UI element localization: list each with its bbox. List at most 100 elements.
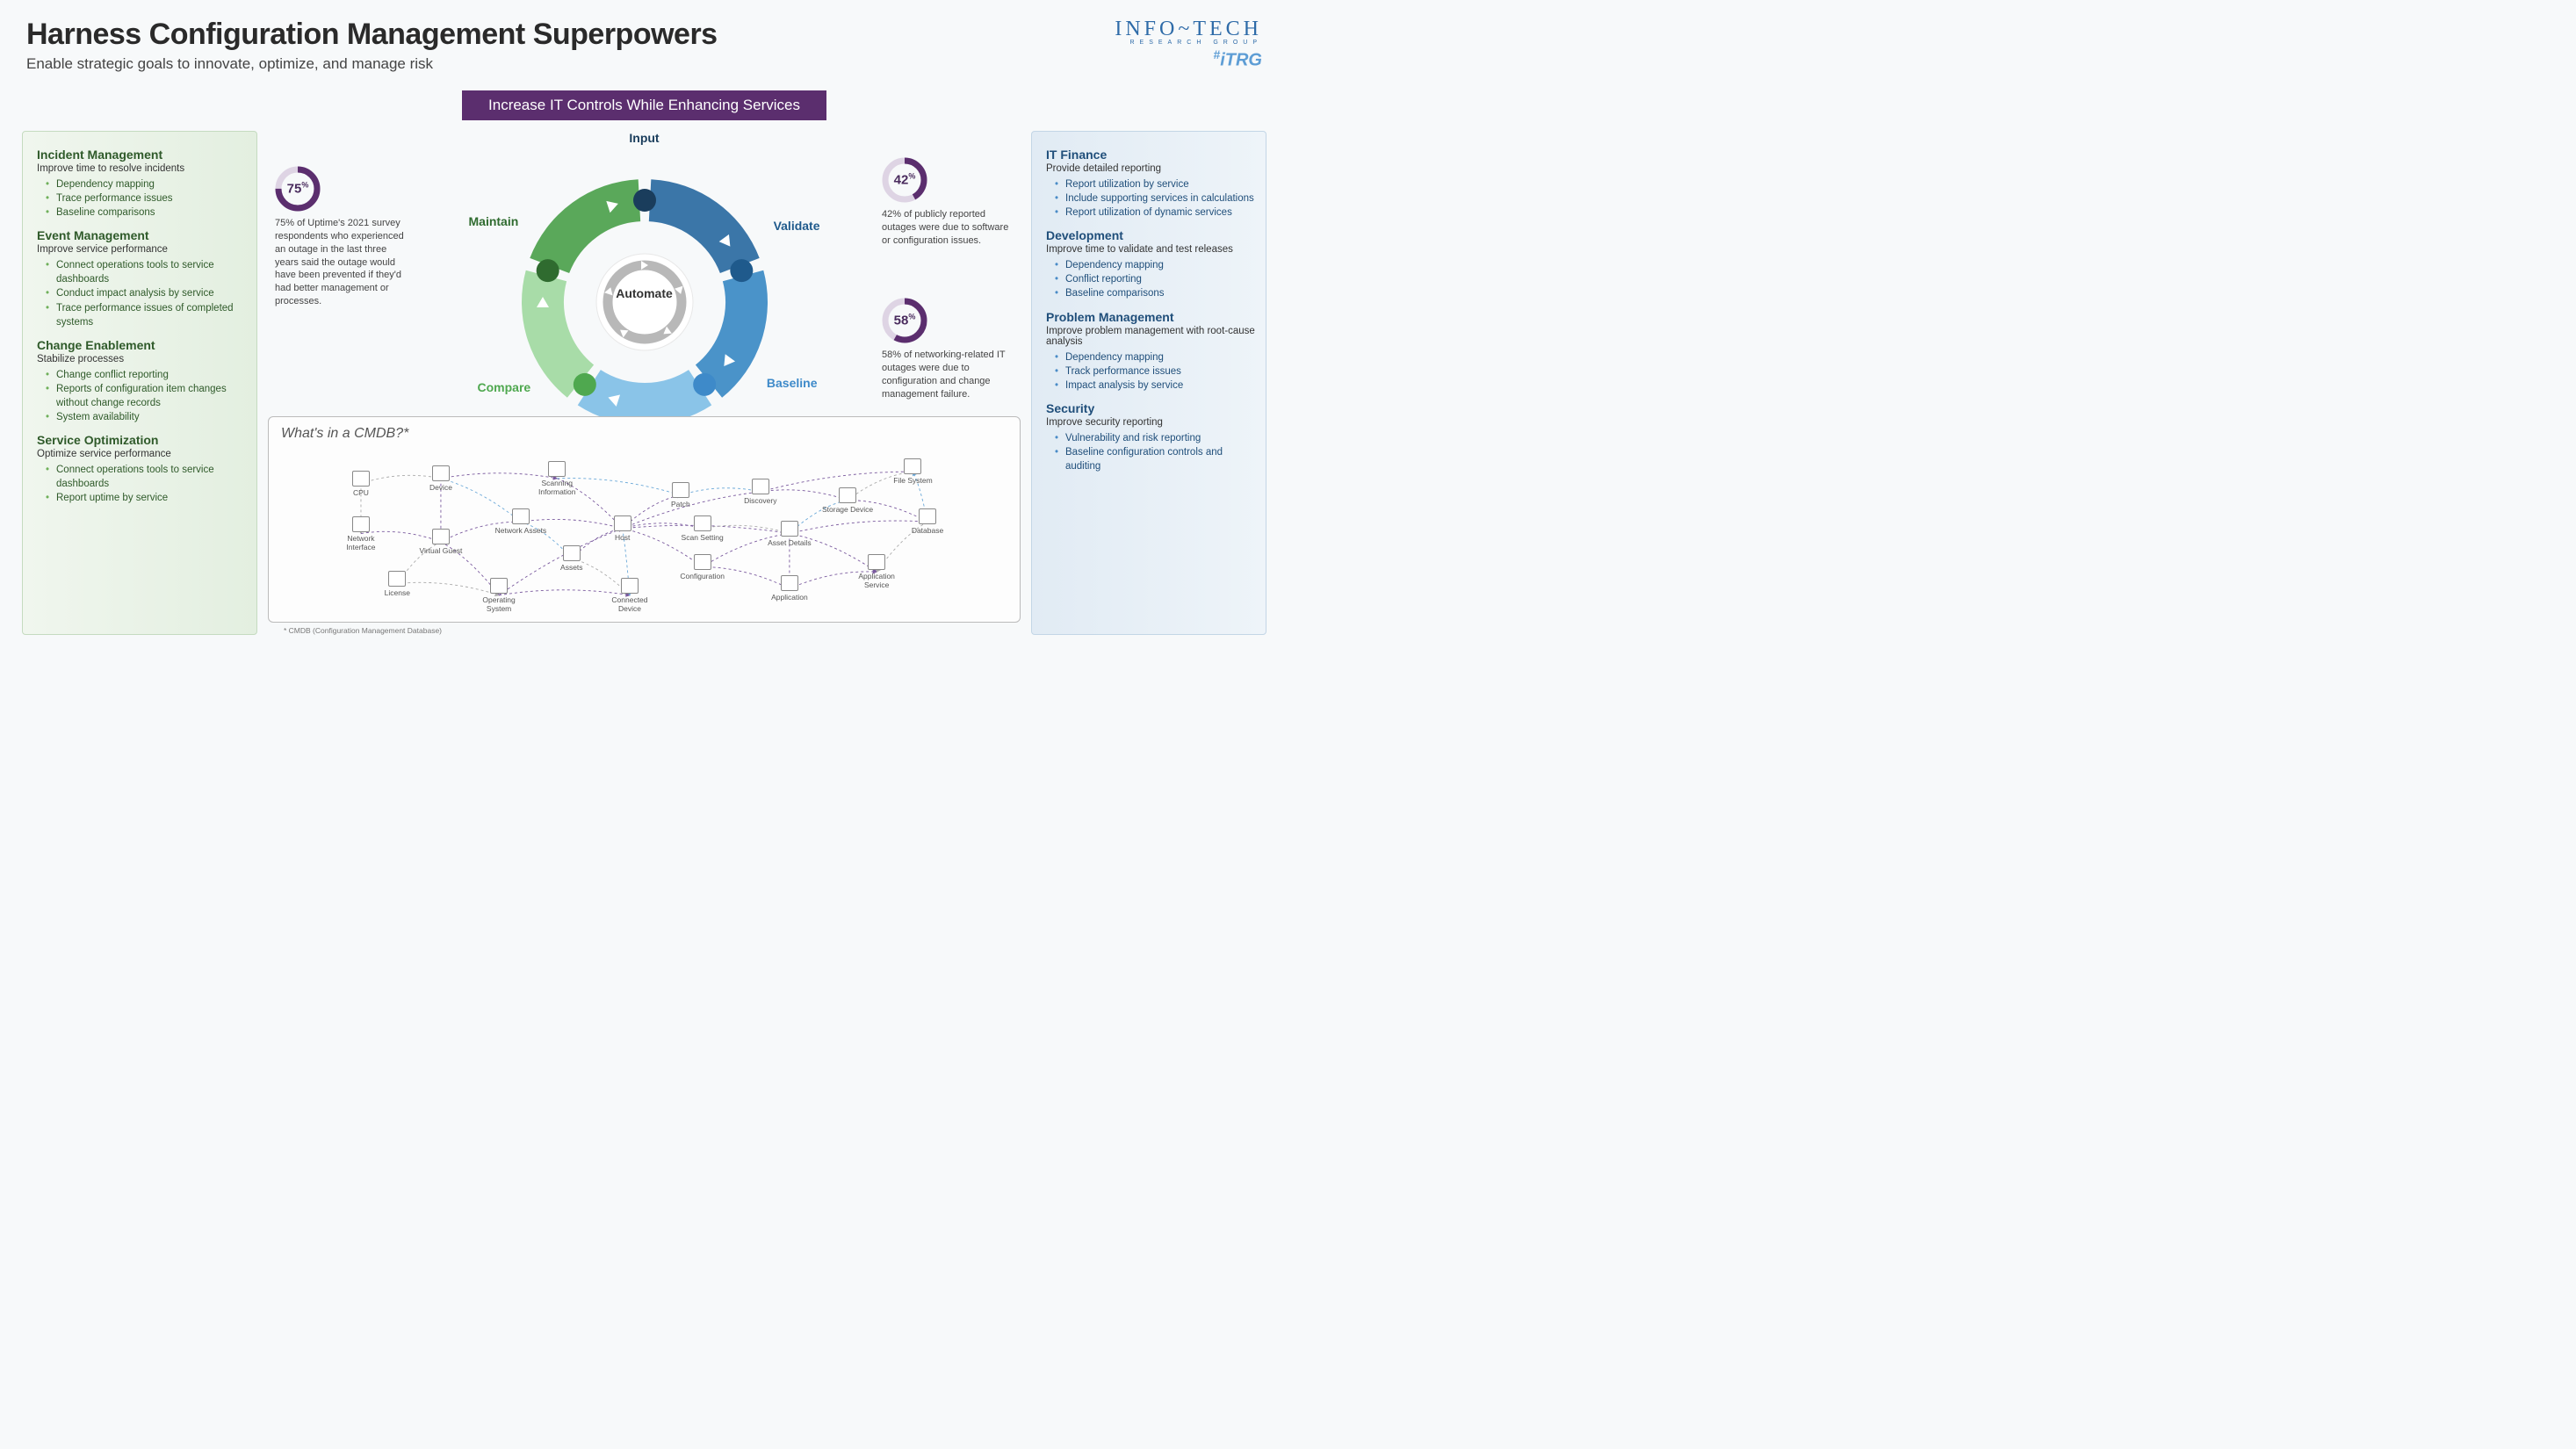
donut-icon: 75%: [275, 166, 321, 212]
node-icon: [352, 471, 370, 487]
section-list: Dependency mappingConflict reportingBase…: [1046, 258, 1257, 300]
list-item: System availability: [46, 410, 248, 424]
cmdb-node: Device: [415, 465, 467, 492]
list-item: Baseline comparisons: [1055, 286, 1257, 300]
cmdb-node: Scan Setting: [676, 515, 729, 542]
section-list: Change conflict reportingReports of conf…: [37, 368, 248, 424]
section-subtitle: Improve time to resolve incidents: [37, 163, 248, 174]
list-item: Baseline comparisons: [46, 205, 248, 220]
stat-text: 75% of Uptime's 2021 survey respondents …: [275, 217, 407, 308]
node-label: Host: [596, 533, 649, 542]
cmdb-node: Storage Device: [821, 487, 874, 514]
section-title: Security: [1046, 401, 1257, 415]
page-subtitle: Enable strategic goals to innovate, opti…: [26, 55, 718, 73]
node-label: Application Service: [850, 572, 903, 589]
section-subtitle: Optimize service performance: [37, 449, 248, 459]
node-label: Database: [901, 526, 954, 535]
logo-block: INFO~TECH RESEARCH GROUP #iTRG: [1115, 18, 1262, 71]
node-icon: [752, 479, 769, 494]
node-label: Network Interface: [335, 534, 387, 551]
section-subtitle: Stabilize processes: [37, 354, 248, 364]
page-title: Harness Configuration Management Superpo…: [26, 18, 718, 52]
cycle-label: Baseline: [767, 376, 818, 390]
cycle-label: Validate: [774, 219, 820, 233]
list-item: Conduct impact analysis by service: [46, 286, 248, 300]
cmdb-node: Database: [901, 508, 954, 535]
node-label: Operating System: [473, 595, 525, 613]
list-item: Report utilization of dynamic services: [1055, 205, 1257, 220]
cycle-label: Input: [629, 131, 659, 145]
node-icon: [614, 515, 631, 531]
node-icon: [563, 545, 581, 561]
node-label: CPU: [335, 488, 387, 497]
cmdb-network: CPU Network Interface Device Virtual Guest L…: [281, 442, 1007, 609]
list-item: Impact analysis by service: [1055, 378, 1257, 393]
cmdb-node: Connected Device: [603, 578, 656, 613]
section-title: IT Finance: [1046, 148, 1257, 162]
section-list: Vulnerability and risk reportingBaseline…: [1046, 431, 1257, 473]
node-label: Scan Setting: [676, 533, 729, 542]
logo-sub: RESEARCH GROUP: [1115, 40, 1262, 46]
node-icon: [694, 515, 711, 531]
node-label: Patch: [654, 500, 707, 508]
section-subtitle: Improve security reporting: [1046, 417, 1257, 428]
node-icon: [621, 578, 639, 594]
cycle-diagram: InputValidateBaselineCompareMaintainAuto…: [482, 131, 807, 456]
node-icon: [490, 578, 508, 594]
section-list: Connect operations tools to service dash…: [37, 258, 248, 328]
node-label: License: [371, 588, 423, 597]
node-label: Discovery: [734, 496, 787, 505]
left-panel: Incident ManagementImprove time to resol…: [22, 131, 257, 635]
banner: Increase IT Controls While Enhancing Ser…: [462, 90, 826, 120]
list-item: Dependency mapping: [1055, 350, 1257, 364]
list-item: Trace performance issues of completed sy…: [46, 301, 248, 329]
list-item: Connect operations tools to service dash…: [46, 258, 248, 286]
node-icon: [868, 554, 885, 570]
cmdb-node: Application Service: [850, 554, 903, 589]
node-icon: [919, 508, 936, 524]
donut-icon: 58%: [882, 298, 927, 343]
cycle-center-label: Automate: [616, 286, 673, 300]
section-subtitle: Improve time to validate and test releas…: [1046, 244, 1257, 255]
node-label: File System: [886, 476, 939, 485]
list-item: Dependency mapping: [46, 177, 248, 191]
cmdb-title: What's in a CMDB?*: [281, 426, 1007, 442]
header: Harness Configuration Management Superpo…: [0, 0, 1288, 82]
node-icon: [352, 516, 370, 532]
list-item: Trace performance issues: [46, 191, 248, 205]
node-label: Device: [415, 483, 467, 492]
node-icon: [672, 482, 689, 498]
list-item: Reports of configuration item changes wi…: [46, 382, 248, 410]
section-title: Problem Management: [1046, 310, 1257, 324]
node-icon: [432, 465, 450, 481]
logo-tag: #iTRG: [1115, 47, 1262, 71]
list-item: Connect operations tools to service dash…: [46, 463, 248, 491]
section-title: Event Management: [37, 228, 248, 242]
cmdb-node: Assets: [545, 545, 598, 572]
cmdb-box: What's in a CMDB?* CPU Network Interface D…: [268, 416, 1021, 623]
node-label: Network Assets: [494, 526, 547, 535]
logo-tag-text: iTRG: [1220, 51, 1262, 70]
list-item: Report uptime by service: [46, 491, 248, 505]
cmdb-node: Network Assets: [494, 508, 547, 535]
list-item: Report utilization by service: [1055, 177, 1257, 191]
right-panel: IT FinanceProvide detailed reporting Repo…: [1031, 131, 1266, 635]
section-list: Report utilization by serviceInclude sup…: [1046, 177, 1257, 220]
cmdb-node: Discovery: [734, 479, 787, 505]
cmdb-node: License: [371, 571, 423, 597]
section-subtitle: Improve problem management with root-cau…: [1046, 326, 1257, 347]
cmdb-node: Virtual Guest: [415, 529, 467, 555]
node-icon: [781, 521, 798, 537]
node-label: Configuration: [676, 572, 729, 580]
node-icon: [839, 487, 856, 503]
section-subtitle: Provide detailed reporting: [1046, 163, 1257, 174]
cmdb-node: Configuration: [676, 554, 729, 580]
node-icon: [548, 461, 566, 477]
center-region: 75% 75% of Uptime's 2021 survey responde…: [257, 131, 1031, 635]
node-icon: [904, 458, 921, 474]
stat-75: 75% 75% of Uptime's 2021 survey responde…: [275, 166, 407, 308]
node-icon: [694, 554, 711, 570]
section-title: Change Enablement: [37, 338, 248, 352]
list-item: Vulnerability and risk reporting: [1055, 431, 1257, 445]
section-list: Dependency mappingTrack performance issu…: [1046, 350, 1257, 393]
